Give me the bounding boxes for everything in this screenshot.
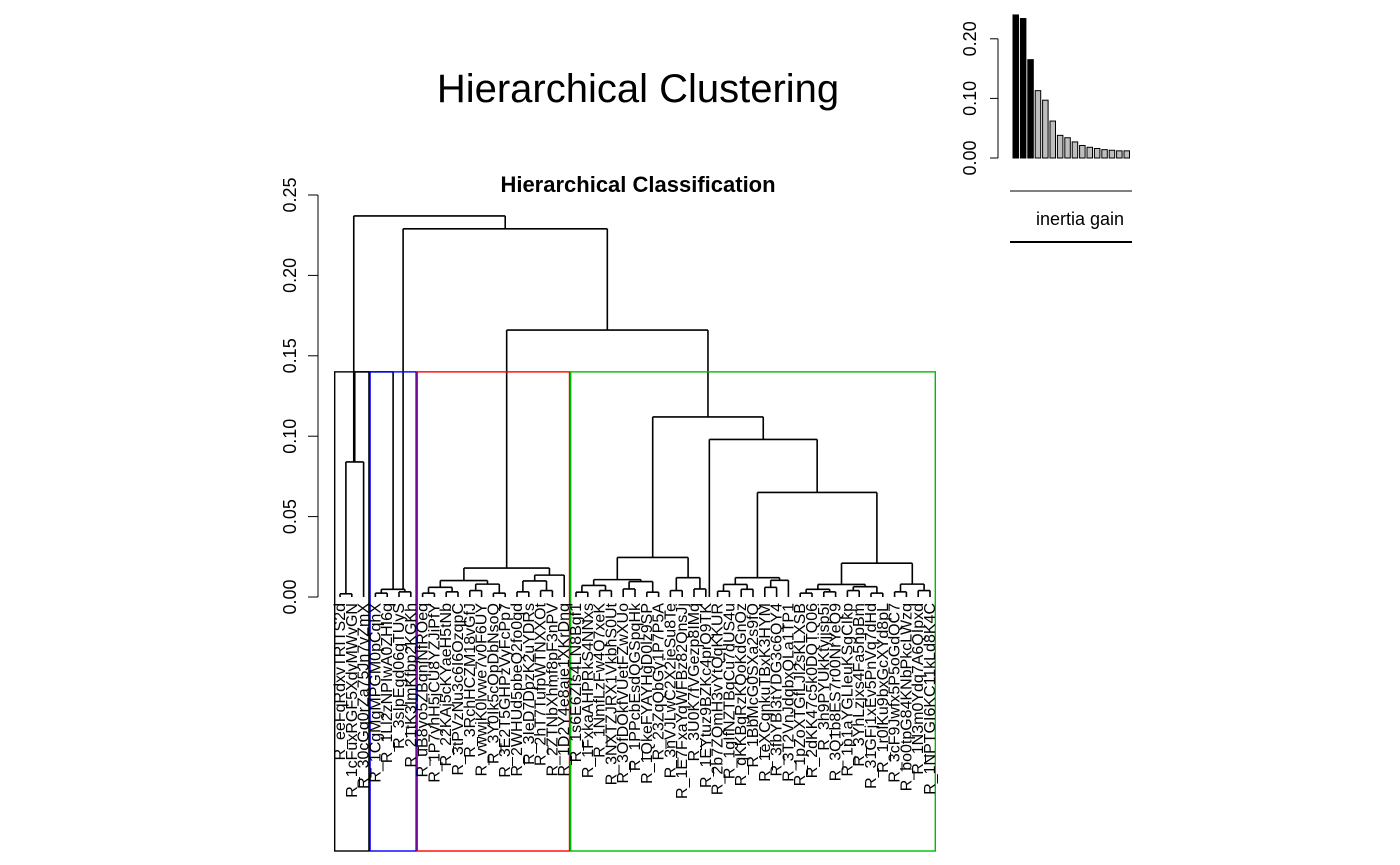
leaf-label: R_3NXTZJRX1VkbhS0Ut <box>603 602 620 785</box>
dendrogram-tick-label: 0.05 <box>280 499 300 534</box>
leaf-label: R_1N3m0Ydq7A6QIpxd <box>910 603 927 775</box>
leaf-label: R_2WHUd5pbeQ2fo0qd <box>509 603 526 776</box>
leaf-label: R_1D2Y4e8aje1XKrDnq <box>556 603 573 776</box>
leaf-label: R_3RchHCZM18vGfJ <box>462 603 479 758</box>
main-title: Hierarchical Clustering <box>437 67 839 111</box>
leaf-label: R_1Ll2zNPIwA0ZHI6q <box>379 603 396 763</box>
inertia-bar <box>1079 144 1086 159</box>
inertia-bar <box>1093 147 1101 159</box>
leaf-label: R_uB8yo5ZBqnjNfROeq <box>415 603 432 777</box>
leaf-label: R_1NPTGI6KC11kLd8K4C <box>922 603 939 795</box>
leaf-label: R_22KAj5cKYaeH5tNb <box>438 603 455 766</box>
leaf-label: R_3YhLzjxs4Fa5npBm <box>851 603 868 767</box>
leaf-label: R_vwwjK0lvwe7v0F6UY <box>474 603 491 777</box>
leaf-label: R_1FxkaAHPRkS4NNxs <box>580 603 597 778</box>
leaf-label: R_1r0lKu9bxGcXYd8pL <box>875 603 892 773</box>
leaf-label: R_qKKBgRzKQoKdGnOz <box>733 603 750 786</box>
inertia-bar <box>1034 90 1042 159</box>
inertia-y-axis: 0.00 0.10 0.20 <box>960 21 999 176</box>
inertia-bars <box>1012 14 1130 159</box>
leaf-label: R_1PPcbEsdQGSpqHk <box>627 602 644 771</box>
dendrogram-y-axis: 0.00 0.05 0.10 0.15 0.20 0.25 <box>280 177 319 615</box>
leaf-label: R_3tPVzNu3c6I6OzqpC <box>450 603 467 776</box>
dendrogram-tick-label: 0.20 <box>280 258 300 293</box>
cluster-boxes <box>333 371 937 852</box>
leaf-label: R_eeFqRdxvTRITS2d <box>332 603 349 760</box>
dendrogram-leaf-labels: R_eeFqRdxvTRITS2dR_1cFuxRGF5XdyMWvGNR_30… <box>332 602 939 799</box>
leaf-label: R_3OfDOkfVUetFZwXUo <box>615 603 632 784</box>
leaf-label: R_1p1aYGLIeuKSgCIkp <box>839 603 856 777</box>
cluster-box <box>333 371 370 852</box>
leaf-label: R_31GFj1xEv5PnVq7dHd <box>863 603 880 789</box>
inertia-bar <box>1012 14 1019 159</box>
inertia-bar <box>1064 137 1071 159</box>
leaf-label: R_3cF9Jwfx5P5oGdQC7 <box>887 603 904 783</box>
leaf-label: R_1gIfNZTBqCu7dUS4u <box>721 603 738 779</box>
leaf-label: R_30cGq0rZa75Jn7vZmX <box>356 603 373 789</box>
inertia-bar <box>1086 146 1093 159</box>
leaf-label: R_1P7yhH5jCU8YZJiPfY <box>426 603 443 783</box>
inertia-bar <box>1056 134 1064 159</box>
inertia-bar <box>1123 150 1130 159</box>
dendrogram-tree <box>339 215 931 597</box>
dendrogram-title: Hierarchical Classification <box>500 172 775 197</box>
dendrogram-tick-label: 0.15 <box>280 338 300 373</box>
leaf-label: R_2b7ZQmH3vYtQqKKUR <box>710 603 727 795</box>
leaf-label: R_2dKK47c5k0DQTQ06 <box>804 603 821 778</box>
inertia-gain-label: inertia gain <box>1036 209 1124 229</box>
leaf-label: R_3sIpEgd06gTUyS <box>391 603 408 749</box>
cluster-box <box>569 371 937 852</box>
inertia-tick-label: 0.20 <box>960 21 980 56</box>
leaf-label: R_21tK3ImKfbp2KGKh <box>403 603 420 768</box>
leaf-label: R_1E7FxaYqWFBz82QnsJj <box>674 603 691 799</box>
leaf-label: R_1NmfLzFw4Q7xeK <box>592 603 609 758</box>
inertia-bar <box>1042 99 1049 159</box>
dendrogram-tick-label: 0.00 <box>280 579 300 614</box>
leaf-label: R_1EYtuz9BZKc4prQ9TK <box>698 603 715 788</box>
leaf-label: R_1s6E6ZIs4LN8Bgf1 <box>568 603 585 762</box>
cluster-box <box>416 371 571 852</box>
leaf-label: R_3nVJLwC2X2jeSu8Te <box>662 603 679 778</box>
leaf-label: R_3E2T5GHPzVyFcPp7 <box>497 603 514 778</box>
leaf-label: R_3U0K7fVGezp8IMq <box>686 603 703 761</box>
leaf-label: R_3Y0Ik5cOpDbNsoQ <box>485 603 502 764</box>
cluster-box <box>369 371 417 852</box>
leaf-label: R_2ZTNbXhmf8pF3nPV <box>544 603 561 777</box>
inertia-bar <box>1116 150 1123 159</box>
inertia-bar <box>1049 120 1056 159</box>
leaf-label: R_bo0tpG84KNbPkcLWzq <box>898 603 915 791</box>
leaf-label: R_3Q1b8ES7r00NrYeQ9 <box>828 603 845 781</box>
leaf-label: R_1cFuxRGF5XdyMWvGN <box>344 603 361 798</box>
dendrogram-tick-label: 0.25 <box>280 177 300 212</box>
leaf-label: R_1pZoXTGfLJl2sKLXSB <box>792 603 809 786</box>
inertia-bar <box>1019 18 1027 159</box>
inertia-tick-label: 0.10 <box>960 81 980 116</box>
leaf-label: R_23ZqQbGy1P7P5A <box>651 603 668 761</box>
leaf-label: R_1eXCqnkuTBxK3HYM <box>757 603 774 782</box>
leaf-label: R_3fbYBl3tYDG3c6QY4 <box>769 603 786 777</box>
leaf-label: R_1BbMcG0SXa2s9fQ <box>745 603 762 768</box>
leaf-label: R_3IeD7DpzK2uYDRs <box>521 603 538 765</box>
dendrogram-tick-label: 0.10 <box>280 419 300 454</box>
inertia-bar <box>1027 59 1034 159</box>
leaf-label: R_1CgMgMPGM0pCqhX <box>367 603 384 783</box>
inertia-tick-label: 0.00 <box>960 140 980 175</box>
inertia-bar <box>1101 149 1108 159</box>
inertia-bar <box>1071 141 1079 159</box>
leaf-label: R_3h9PYUkKtyjjsp5i <box>816 603 833 751</box>
leaf-label: R_2hT7TufpWTNXXOt <box>533 602 550 766</box>
leaf-label: R_3T2VnJdqbxQLa1TP1 <box>780 603 797 782</box>
leaf-label: R_1QkeFYAYHgD0lz9SP <box>639 603 656 784</box>
inertia-bar <box>1108 149 1116 159</box>
